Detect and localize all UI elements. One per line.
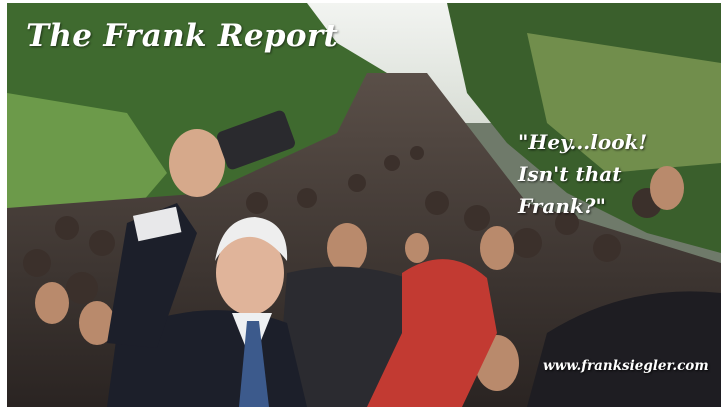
crowd-photo bbox=[7, 3, 721, 407]
raised-arm bbox=[107, 203, 197, 348]
shirt-cuff bbox=[132, 206, 182, 242]
left-trees-light bbox=[7, 93, 167, 215]
photo-illustration bbox=[7, 3, 721, 407]
caption-line: "Hey...look! bbox=[518, 130, 648, 154]
striped-tie bbox=[239, 321, 269, 407]
red-scarf bbox=[367, 259, 497, 407]
watermark-url: www.franksiegler.com bbox=[543, 358, 709, 374]
hand bbox=[169, 129, 225, 197]
palm-fronds bbox=[527, 33, 721, 173]
white-hair bbox=[215, 217, 288, 261]
phone bbox=[217, 110, 295, 170]
caption-line: Frank?" bbox=[518, 194, 606, 218]
selfie-face bbox=[216, 231, 284, 315]
meme-title: The Frank Report bbox=[26, 18, 339, 54]
speech-caption: "Hey...look! Isn't that Frank?" bbox=[518, 126, 708, 222]
caption-line: Isn't that bbox=[518, 162, 622, 186]
right-person bbox=[527, 291, 721, 407]
